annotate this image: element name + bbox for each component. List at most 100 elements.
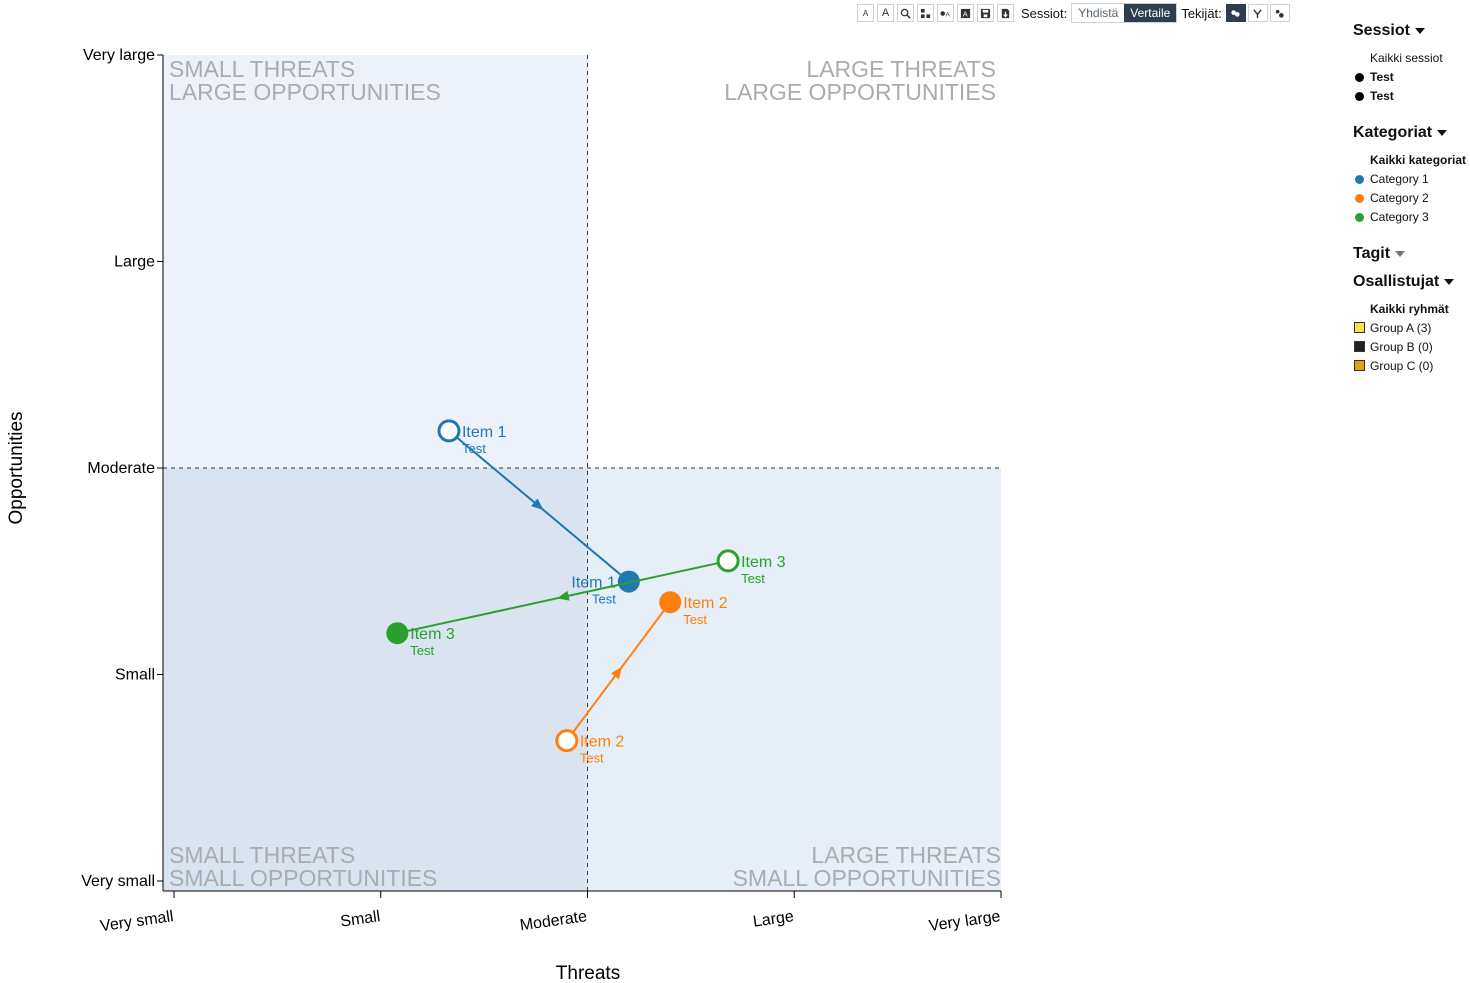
session-item[interactable]: Test — [1353, 87, 1470, 106]
quadrant-titles: SMALL THREATS LARGE OPPORTUNITIES LARGE … — [169, 56, 1001, 891]
point-session-label: Test — [741, 571, 765, 586]
authors-single-button[interactable] — [1269, 4, 1290, 22]
y-tick-label: Very small — [81, 873, 155, 890]
quadrant-title-bl-line1: SMALL THREATS — [169, 842, 355, 868]
x-tick-label: Large — [752, 908, 795, 931]
session-item-label: Test — [1370, 89, 1394, 103]
point-from[interactable] — [437, 419, 461, 443]
participants-title: Osallistujat — [1353, 273, 1440, 290]
save-button[interactable] — [977, 4, 994, 22]
point-label: Item 1 — [571, 575, 616, 592]
direction-arrow-icon — [610, 666, 623, 680]
x-tick-label: Very large — [928, 908, 1002, 935]
sessions-all-item[interactable]: Kaikki sessiot — [1370, 51, 1443, 65]
sessions-list: Kaikki sessiot Test Test — [1353, 49, 1470, 106]
group-item-label: Group A (3) — [1370, 321, 1432, 335]
session-item-label: Test — [1370, 70, 1394, 84]
y-axis-title: Opportunities — [6, 411, 27, 524]
point-session-label: Test — [462, 441, 486, 456]
caret-down-outline-icon — [1395, 251, 1406, 257]
categories-all-item[interactable]: Kaikki kategoriat — [1370, 153, 1467, 167]
toolbar: A A A A Sessiot: Yhdistä Vertaile Tekijä… — [857, 3, 1292, 23]
labels-button[interactable]: A — [937, 4, 954, 22]
layout-icon — [920, 8, 931, 18]
participants-all-item[interactable]: Kaikki ryhmät — [1370, 302, 1449, 316]
point-session-label: Test — [580, 751, 604, 766]
category-dot-icon — [1355, 213, 1364, 222]
categories-list: Kaikki kategoriat Category 1 Category 2 … — [1353, 151, 1470, 227]
x-tick-label: Very small — [99, 908, 174, 935]
session-dot-icon — [1355, 73, 1364, 82]
quadrant-title-tr-line1: LARGE THREATS — [806, 56, 996, 82]
category-item-label: Category 3 — [1370, 210, 1429, 224]
quadrant-top-right — [587, 55, 1001, 468]
font-decrease-button[interactable]: A — [857, 4, 874, 22]
y-axis-ticks: Very small Small Moderate Large Very large — [81, 47, 163, 890]
labels-icon: A — [940, 10, 951, 18]
point-from[interactable] — [555, 729, 579, 753]
direction-arrow-icon — [556, 590, 570, 601]
zoom-icon — [900, 8, 911, 19]
save-icon — [980, 8, 991, 18]
caret-down-icon — [1437, 130, 1448, 136]
quadrant-bottom-left — [163, 468, 588, 891]
session-mode-toggle: Yhdistä Vertaile — [1071, 3, 1178, 23]
sessions-label: Sessiot: — [1021, 5, 1068, 21]
group-item[interactable]: Group B (0) — [1353, 338, 1470, 357]
merge-button[interactable]: Yhdistä — [1072, 4, 1125, 22]
point-to[interactable] — [659, 591, 682, 614]
x-axis-title: Threats — [556, 963, 620, 983]
caret-down-icon — [1444, 279, 1455, 285]
threshold-lines — [163, 55, 1001, 891]
text-box-icon: A — [960, 8, 971, 18]
participants-list: Kaikki ryhmät Group A (3) Group B (0) Gr… — [1353, 300, 1470, 376]
session-item[interactable]: Test — [1353, 68, 1470, 87]
quadrant-title-br-line1: LARGE THREATS — [811, 842, 1001, 868]
point-from[interactable] — [716, 549, 740, 573]
quadrants — [163, 55, 1001, 891]
layout-button[interactable] — [917, 4, 934, 22]
zoom-button[interactable] — [897, 4, 914, 22]
sessions-header[interactable]: Sessiot — [1353, 22, 1470, 40]
sessions-title: Sessiot — [1353, 22, 1410, 39]
point-label: Item 3 — [741, 554, 786, 571]
x-tick-label: Moderate — [519, 908, 588, 934]
font-decrease-icon: A — [862, 8, 869, 18]
download-button[interactable] — [997, 4, 1014, 22]
branch-icon — [1253, 8, 1262, 18]
font-increase-button[interactable]: A — [877, 4, 894, 22]
x-axis-ticks: Very small Small Moderate Large Very large — [99, 891, 1002, 935]
group-swatch-icon — [1354, 360, 1365, 371]
filter-sidebar: Sessiot Kaikki sessiot Test Test Kategor… — [1353, 22, 1470, 394]
authors-split-button[interactable] — [1247, 4, 1268, 22]
point-label: Item 1 — [462, 424, 507, 441]
category-item-label: Category 1 — [1370, 172, 1429, 186]
point-to[interactable] — [386, 622, 409, 645]
svg-text:A: A — [963, 9, 968, 18]
text-box-button[interactable]: A — [957, 4, 974, 22]
quadrant-top-left — [163, 55, 588, 468]
point-to[interactable] — [617, 570, 640, 593]
point-session-label: Test — [683, 612, 707, 627]
participants-header[interactable]: Osallistujat — [1353, 273, 1470, 291]
group-swatch-icon — [1354, 322, 1365, 333]
x-tick-label: Small — [339, 908, 381, 930]
compare-button[interactable]: Vertaile — [1124, 4, 1177, 22]
point-label: Item 2 — [683, 595, 728, 612]
people-icon — [1231, 9, 1240, 17]
categories-header[interactable]: Kategoriat — [1353, 124, 1470, 142]
category-item[interactable]: Category 1 — [1353, 170, 1470, 189]
authors-all-button[interactable] — [1225, 4, 1246, 22]
category-item[interactable]: Category 3 — [1353, 208, 1470, 227]
quadrant-title-tl-line2: LARGE OPPORTUNITIES — [169, 79, 441, 105]
category-item[interactable]: Category 2 — [1353, 189, 1470, 208]
caret-down-icon — [1414, 28, 1425, 34]
tags-header[interactable]: Tagit — [1353, 245, 1470, 263]
group-item[interactable]: Group A (3) — [1353, 319, 1470, 338]
category-dot-icon — [1355, 175, 1364, 184]
group-item[interactable]: Group C (0) — [1353, 357, 1470, 376]
direction-arrow-icon — [531, 498, 544, 511]
